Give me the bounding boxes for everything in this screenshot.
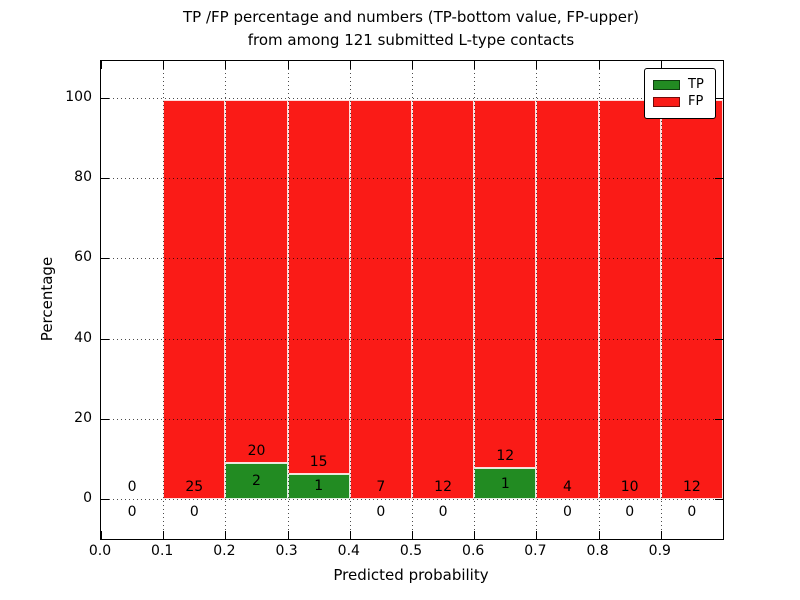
x-tick-label: 0.2 — [213, 543, 236, 559]
tp-color-swatch — [653, 79, 680, 90]
fp-bar — [412, 100, 475, 499]
tp-count-label: 0 — [438, 504, 448, 520]
fp-bar — [474, 100, 537, 469]
y-tick-left — [101, 258, 109, 260]
v-gridline — [225, 61, 227, 539]
tp-count-label: 0 — [687, 504, 697, 520]
x-tick-bottom — [660, 531, 662, 539]
v-gridline — [598, 61, 600, 539]
tp-count-label: 2 — [252, 472, 261, 489]
tp-count-label: 1 — [314, 478, 324, 495]
legend-label-tp: TP — [688, 77, 704, 92]
tp-count-label: 0 — [189, 504, 199, 520]
fp-count-label: 0 — [127, 479, 137, 495]
x-tick-bottom — [412, 531, 413, 539]
fp-count-label: 12 — [496, 448, 515, 465]
fp-bar — [225, 100, 288, 463]
x-tick-bottom — [101, 531, 102, 539]
x-tick-top — [474, 61, 476, 69]
fp-count-label: 12 — [682, 479, 701, 495]
tp-count-label: 0 — [625, 504, 635, 520]
v-gridline — [474, 61, 476, 539]
tp-count-label: 1 — [500, 475, 510, 492]
fp-count-label: 20 — [247, 442, 266, 459]
x-tick-label: 0.3 — [275, 543, 298, 559]
y-tick-right — [715, 258, 723, 260]
y-tick-label: 40 — [74, 329, 92, 346]
chart-title: TP /FP percentage and numbers (TP-bottom… — [0, 6, 800, 52]
legend-entry-fp: FP — [653, 94, 707, 109]
chart-title-line2: from among 121 submitted L-type contacts — [247, 31, 575, 49]
v-gridline — [287, 61, 289, 539]
tp-count-label: 0 — [376, 504, 386, 520]
y-tick-label: 60 — [74, 249, 92, 266]
fp-count-label: 10 — [620, 479, 639, 495]
legend: TP FP — [644, 68, 716, 119]
legend-entry-tp: TP — [653, 77, 707, 92]
y-tick-left — [101, 98, 109, 99]
chart-title-line1: TP /FP percentage and numbers (TP-bottom… — [183, 8, 639, 26]
v-gridline — [349, 61, 351, 539]
fp-count-label: 12 — [434, 479, 452, 495]
y-tick-right — [715, 98, 723, 99]
y-tick-label: 0 — [83, 490, 92, 506]
x-tick-label: 0.9 — [648, 543, 671, 559]
x-tick-bottom — [287, 531, 289, 539]
x-tick-label: 0.5 — [399, 543, 423, 559]
x-tick-top — [412, 61, 413, 69]
fp-bar — [660, 100, 723, 499]
fp-bar — [598, 100, 661, 499]
v-gridline — [412, 61, 413, 539]
x-tick-label: 0.8 — [586, 543, 609, 559]
x-tick-top — [598, 61, 600, 69]
y-tick-left — [101, 178, 109, 180]
y-tick-left — [101, 499, 109, 500]
y-tick-right — [715, 178, 723, 180]
y-tick-right — [715, 338, 723, 340]
fp-bar — [536, 100, 599, 499]
fp-count-label: 15 — [309, 453, 328, 470]
y-tick-right — [715, 418, 723, 420]
x-tick-bottom — [598, 531, 600, 539]
x-tick-label: 0.0 — [88, 543, 112, 559]
y-tick-right — [715, 499, 723, 500]
fp-bar — [163, 100, 226, 499]
x-tick-label: 0.6 — [462, 543, 485, 559]
tp-count-label: 0 — [127, 504, 137, 520]
x-tick-top — [101, 61, 102, 69]
x-tick-bottom — [349, 531, 351, 539]
y-tick-label: 100 — [65, 89, 92, 105]
v-gridline — [536, 61, 538, 539]
y-tick-left — [101, 418, 109, 420]
tp-count-label: 0 — [563, 504, 572, 520]
x-tick-bottom — [536, 531, 538, 539]
x-tick-top — [163, 61, 165, 69]
v-gridline — [660, 61, 662, 539]
x-tick-top — [225, 61, 227, 69]
x-tick-bottom — [225, 531, 227, 539]
x-tick-label: 0.1 — [151, 543, 174, 559]
x-tick-top — [536, 61, 538, 69]
x-tick-top — [287, 61, 289, 69]
fp-color-swatch — [653, 96, 680, 107]
fp-bar — [287, 100, 350, 474]
fp-count-label: 25 — [185, 479, 204, 495]
x-axis-label: Predicted probability — [333, 566, 489, 584]
x-tick-label: 0.7 — [524, 543, 547, 559]
x-tick-label: 0.4 — [337, 543, 360, 559]
x-tick-bottom — [474, 531, 476, 539]
legend-label-fp: FP — [688, 94, 704, 109]
y-tick-label: 80 — [74, 169, 92, 186]
plot-area: 0 0 25 0 20 2 15 1 7 0 12 0 12 1 4 0 10 0 12 0 TP FP — [100, 60, 724, 540]
fp-count-label: 7 — [376, 479, 386, 495]
fp-count-label: 4 — [563, 479, 572, 495]
y-tick-label: 20 — [74, 409, 92, 426]
x-tick-bottom — [163, 531, 165, 539]
fp-bar — [349, 100, 412, 499]
y-tick-left — [101, 338, 109, 340]
x-tick-top — [660, 61, 662, 69]
x-tick-top — [349, 61, 351, 69]
v-gridline — [163, 61, 165, 539]
